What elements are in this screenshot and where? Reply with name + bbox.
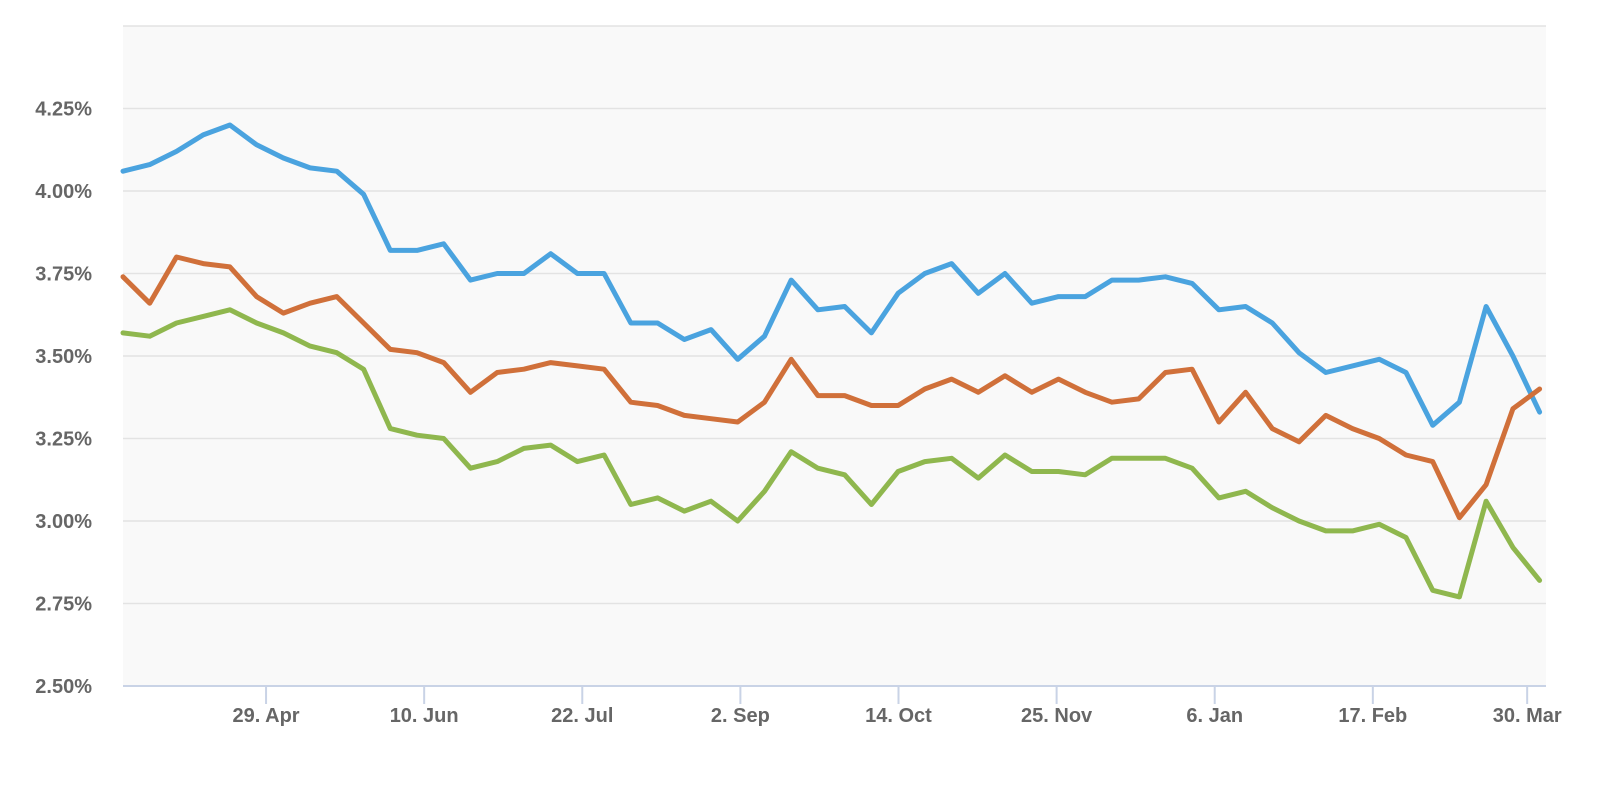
y-tick-label: 3.25% — [35, 429, 92, 451]
x-tick-label: 10. Jun — [390, 705, 459, 727]
x-axis-labels: 29. Apr 10. Jun 22. Jul 2. Sep 14. Oct 25. No… — [233, 686, 1562, 727]
x-tick-label: 14. Oct — [865, 705, 932, 727]
x-tick-label: 6. Jan — [1186, 705, 1243, 727]
x-tick-label: 30. Mar — [1493, 705, 1562, 727]
series-lines — [120, 122, 1543, 600]
x-tick-label: 2. Sep — [711, 705, 770, 727]
x-tick-label: 22. Jul — [551, 705, 613, 727]
y-axis-labels: 2.50% 2.75% 3.00% 3.25% 3.50% 3.75% 4.00% 4.25% — [35, 99, 92, 699]
y-tick-label: 3.00% — [35, 511, 92, 533]
x-tick-label: 29. Apr — [233, 705, 300, 727]
y-tick-label: 3.50% — [35, 346, 92, 368]
y-tick-label: 4.25% — [35, 99, 92, 121]
y-tick-label: 2.50% — [35, 676, 92, 698]
series-line-1 — [120, 122, 1543, 428]
x-tick-label: 17. Feb — [1338, 705, 1407, 727]
y-tick-label: 3.75% — [35, 264, 92, 286]
grid-lines — [123, 25, 1546, 605]
series-line-2 — [120, 254, 1543, 521]
x-tick-label: 25. Nov — [1021, 705, 1093, 727]
series-line-3 — [120, 307, 1543, 600]
y-tick-label: 2.75% — [35, 594, 92, 616]
y-tick-label: 4.00% — [35, 181, 92, 203]
